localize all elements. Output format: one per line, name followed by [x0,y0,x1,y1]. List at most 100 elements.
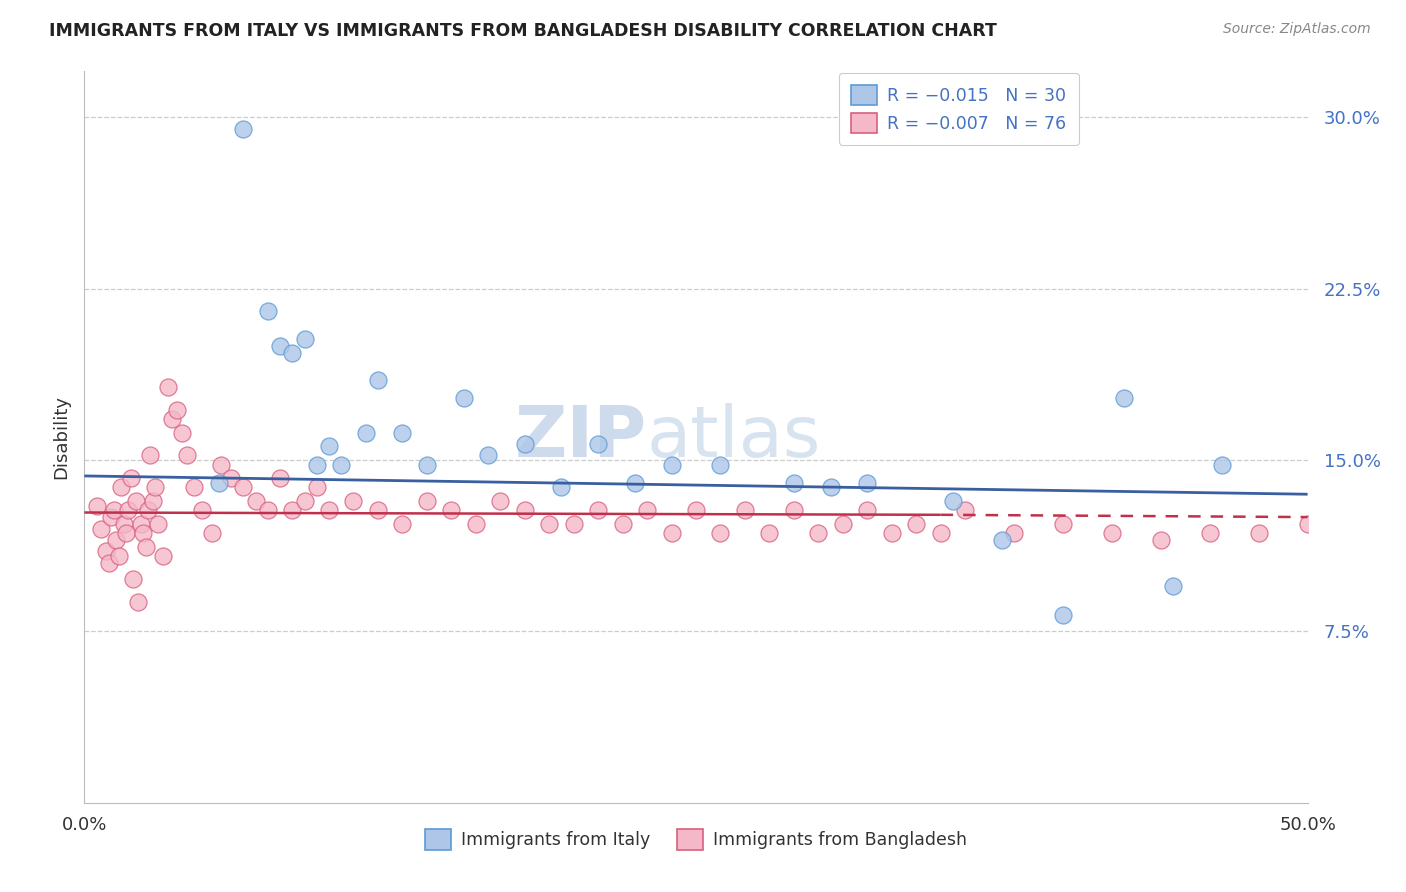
Point [209,458,232,472]
Text: atlas: atlas [647,402,821,472]
Point [122,572,145,586]
Legend: Immigrants from Italy, Immigrants from Bangladesh: Immigrants from Italy, Immigrants from B… [415,819,977,860]
Point [156,380,179,394]
Point [117,503,139,517]
Point [1101,526,1123,541]
Point [132,526,155,541]
Point [1211,458,1233,472]
Point [709,458,731,472]
Point [305,480,328,494]
Point [391,425,413,440]
Point [281,345,304,359]
Point [1114,391,1136,405]
Point [586,503,609,517]
Point [1247,526,1270,541]
Point [191,503,214,517]
Point [880,526,903,541]
Point [562,516,585,531]
Point [820,480,842,494]
Point [758,526,780,541]
Point [232,121,254,136]
Point [127,595,149,609]
Point [612,516,634,531]
Point [318,503,340,517]
Point [257,503,280,517]
Point [416,458,439,472]
Point [453,391,475,405]
Point [1052,608,1074,623]
Point [172,425,194,440]
Point [624,475,647,490]
Point [513,503,536,517]
Point [112,516,135,531]
Point [538,516,561,531]
Point [120,471,142,485]
Point [125,494,148,508]
Point [416,494,439,508]
Point [391,516,413,531]
Point [166,402,188,417]
Point [162,412,184,426]
Point [257,304,280,318]
Point [661,458,683,472]
Point [783,503,806,517]
Point [929,526,952,541]
Point [200,526,222,541]
Point [953,503,976,517]
Point [176,449,198,463]
Point [232,480,254,494]
Point [318,439,340,453]
Point [942,494,965,508]
Point [905,516,928,531]
Point [110,480,132,494]
Point [107,549,129,563]
Point [807,526,830,541]
Point [489,494,512,508]
Point [105,533,128,547]
Point [96,544,118,558]
Point [281,503,304,517]
Point [1296,516,1319,531]
Text: Source: ZipAtlas.com: Source: ZipAtlas.com [1223,22,1371,37]
Point [143,480,166,494]
Point [294,494,316,508]
Text: IMMIGRANTS FROM ITALY VS IMMIGRANTS FROM BANGLADESH DISABILITY CORRELATION CHART: IMMIGRANTS FROM ITALY VS IMMIGRANTS FROM… [49,22,997,40]
Point [661,526,683,541]
Point [636,503,658,517]
Point [103,503,125,517]
Point [97,556,120,570]
Point [586,437,609,451]
Point [856,503,879,517]
Point [856,475,879,490]
Point [685,503,707,517]
Point [305,458,328,472]
Point [477,449,499,463]
Point [709,526,731,541]
Text: ZIP: ZIP [515,402,647,472]
Point [245,494,267,508]
Point [831,516,853,531]
Point [440,503,463,517]
Point [464,516,486,531]
Point [513,437,536,451]
Point [183,480,205,494]
Point [90,521,112,535]
Point [269,338,291,352]
Point [783,475,806,490]
Point [1161,579,1184,593]
Point [115,526,138,541]
Point [1198,526,1220,541]
Point [1052,516,1074,531]
Point [136,503,159,517]
Point [991,533,1014,547]
Point [86,499,108,513]
Point [146,516,169,531]
Point [1002,526,1025,541]
Point [135,540,157,554]
Point [367,503,389,517]
Point [269,471,291,485]
Point [139,449,162,463]
Point [1150,533,1173,547]
Point [152,549,174,563]
Point [208,475,231,490]
